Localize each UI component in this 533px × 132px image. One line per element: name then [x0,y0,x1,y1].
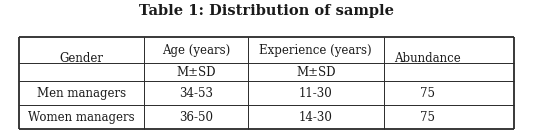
Text: 75: 75 [420,111,435,124]
Text: 75: 75 [420,87,435,100]
Text: Men managers: Men managers [37,87,126,100]
Text: Women managers: Women managers [28,111,135,124]
Text: 34-53: 34-53 [179,87,213,100]
Text: Gender: Gender [59,52,103,65]
Text: 36-50: 36-50 [179,111,213,124]
Text: 11-30: 11-30 [299,87,333,100]
Text: M±SD: M±SD [176,66,216,79]
Text: Abundance: Abundance [394,52,461,65]
Text: Table 1: Distribution of sample: Table 1: Distribution of sample [139,4,394,18]
Text: M±SD: M±SD [296,66,336,79]
Text: Age (years): Age (years) [161,44,230,57]
Text: 14-30: 14-30 [299,111,333,124]
Text: Experience (years): Experience (years) [260,44,372,57]
